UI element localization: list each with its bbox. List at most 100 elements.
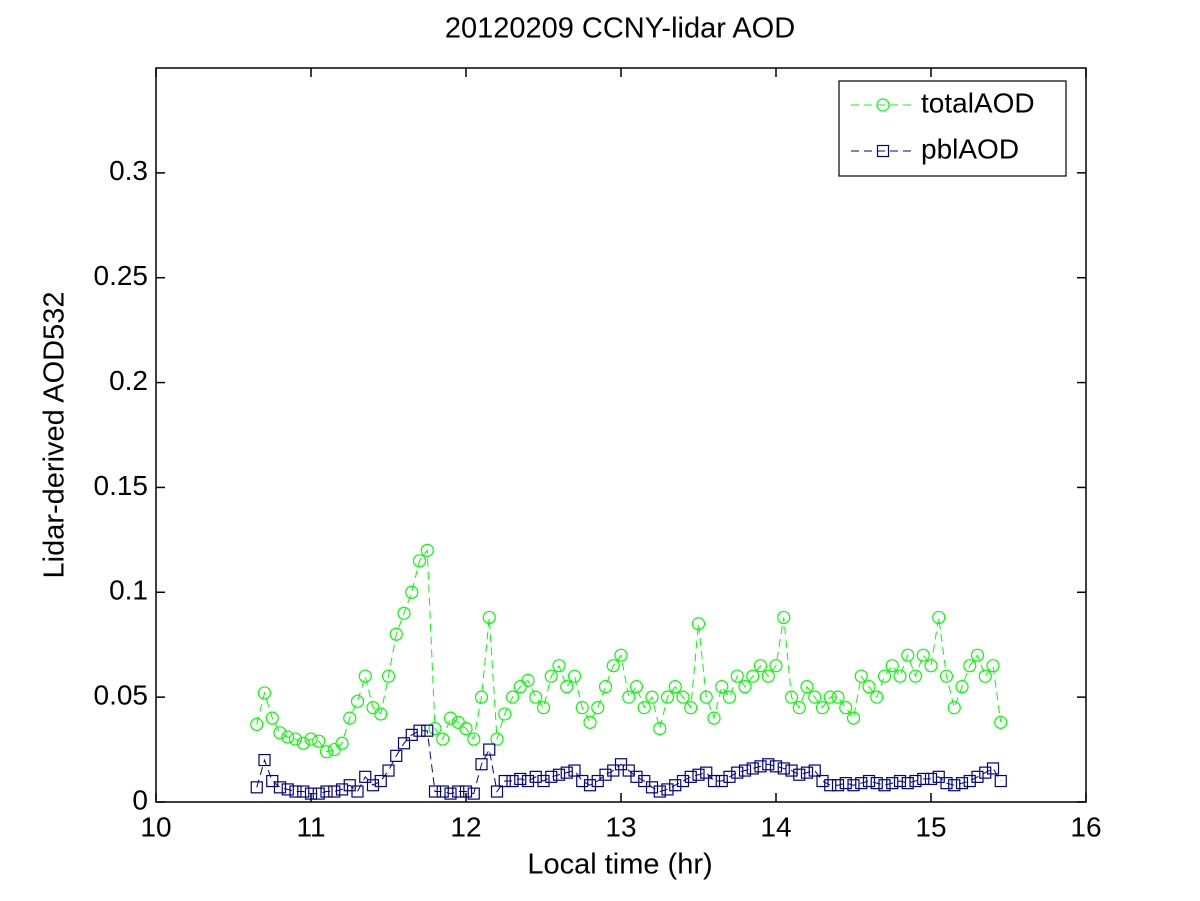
marker [436, 785, 449, 798]
marker [753, 659, 768, 673]
marker [374, 707, 388, 721]
marker [808, 690, 822, 704]
marker [955, 680, 969, 694]
marker [684, 770, 697, 783]
marker [381, 669, 396, 683]
marker [296, 736, 310, 750]
legend-label: pblAOD [921, 133, 1019, 164]
marker [924, 772, 938, 786]
marker [824, 779, 837, 792]
marker [815, 701, 830, 715]
marker [374, 774, 387, 788]
marker [839, 701, 853, 715]
marker [273, 726, 287, 740]
marker [483, 743, 496, 756]
marker [537, 774, 550, 788]
marker [444, 787, 457, 800]
marker [265, 711, 279, 725]
marker [428, 785, 442, 798]
marker [908, 669, 923, 683]
marker [846, 711, 861, 725]
marker [599, 768, 612, 781]
marker [653, 785, 666, 798]
x-tick-label: 14 [760, 811, 791, 842]
marker [893, 669, 907, 683]
marker [281, 783, 294, 796]
marker [800, 766, 814, 779]
marker [606, 659, 620, 673]
marker [591, 701, 605, 715]
plot-box [155, 67, 1087, 803]
y-tick-label: 0.25 [94, 260, 149, 291]
marker [397, 606, 411, 620]
marker [746, 669, 760, 683]
y-axis-label: Lidar-derived AOD532 [39, 292, 71, 579]
marker [700, 766, 713, 779]
marker [948, 779, 961, 792]
marker [746, 762, 759, 775]
marker [886, 777, 899, 790]
marker [328, 785, 341, 798]
marker [971, 770, 984, 783]
marker [722, 690, 737, 704]
marker [637, 701, 651, 715]
marker [312, 787, 325, 800]
marker [939, 669, 954, 683]
marker [320, 785, 333, 798]
marker [560, 766, 573, 779]
marker [459, 721, 473, 736]
marker [994, 774, 1007, 788]
marker [552, 659, 566, 673]
marker [955, 777, 969, 790]
x-tick-label: 16 [1070, 811, 1101, 842]
marker [250, 717, 264, 732]
marker [560, 680, 574, 694]
marker [288, 732, 303, 746]
marker [459, 785, 473, 798]
marker [870, 690, 884, 704]
marker [855, 777, 868, 790]
marker [940, 777, 953, 790]
marker [343, 779, 356, 792]
marker [800, 680, 814, 694]
marker [723, 770, 736, 783]
marker [738, 680, 752, 694]
marker [498, 707, 512, 721]
x-axis-label: Local time (hr) [527, 849, 712, 881]
marker [544, 669, 558, 683]
marker [785, 764, 798, 777]
marker [258, 753, 271, 767]
marker [901, 777, 914, 790]
marker [784, 690, 799, 704]
marker [661, 783, 674, 796]
marker [924, 659, 938, 673]
marker [917, 772, 930, 786]
marker [452, 785, 465, 798]
marker [545, 770, 558, 783]
marker [932, 610, 946, 625]
y-tick-label: 0.2 [109, 365, 148, 396]
marker [536, 701, 551, 715]
marker [669, 779, 682, 792]
y-tick-label: 0 [132, 784, 148, 815]
marker [839, 777, 852, 790]
series-line [256, 730, 1002, 795]
marker [359, 770, 372, 783]
marker [576, 774, 589, 788]
marker [831, 779, 845, 792]
y-tick-label: 0.15 [94, 470, 149, 501]
marker [405, 585, 419, 599]
marker [707, 774, 721, 788]
marker [878, 779, 891, 792]
marker [885, 659, 899, 673]
marker [831, 690, 845, 704]
y-tick-label: 0.1 [109, 575, 148, 606]
marker [762, 758, 775, 771]
marker [350, 694, 365, 708]
chart-title: 20120209 CCNY-lidar AOD [445, 13, 795, 45]
marker [490, 785, 504, 798]
x-tick-label: 15 [915, 811, 946, 842]
marker [994, 715, 1008, 729]
marker [916, 648, 930, 662]
